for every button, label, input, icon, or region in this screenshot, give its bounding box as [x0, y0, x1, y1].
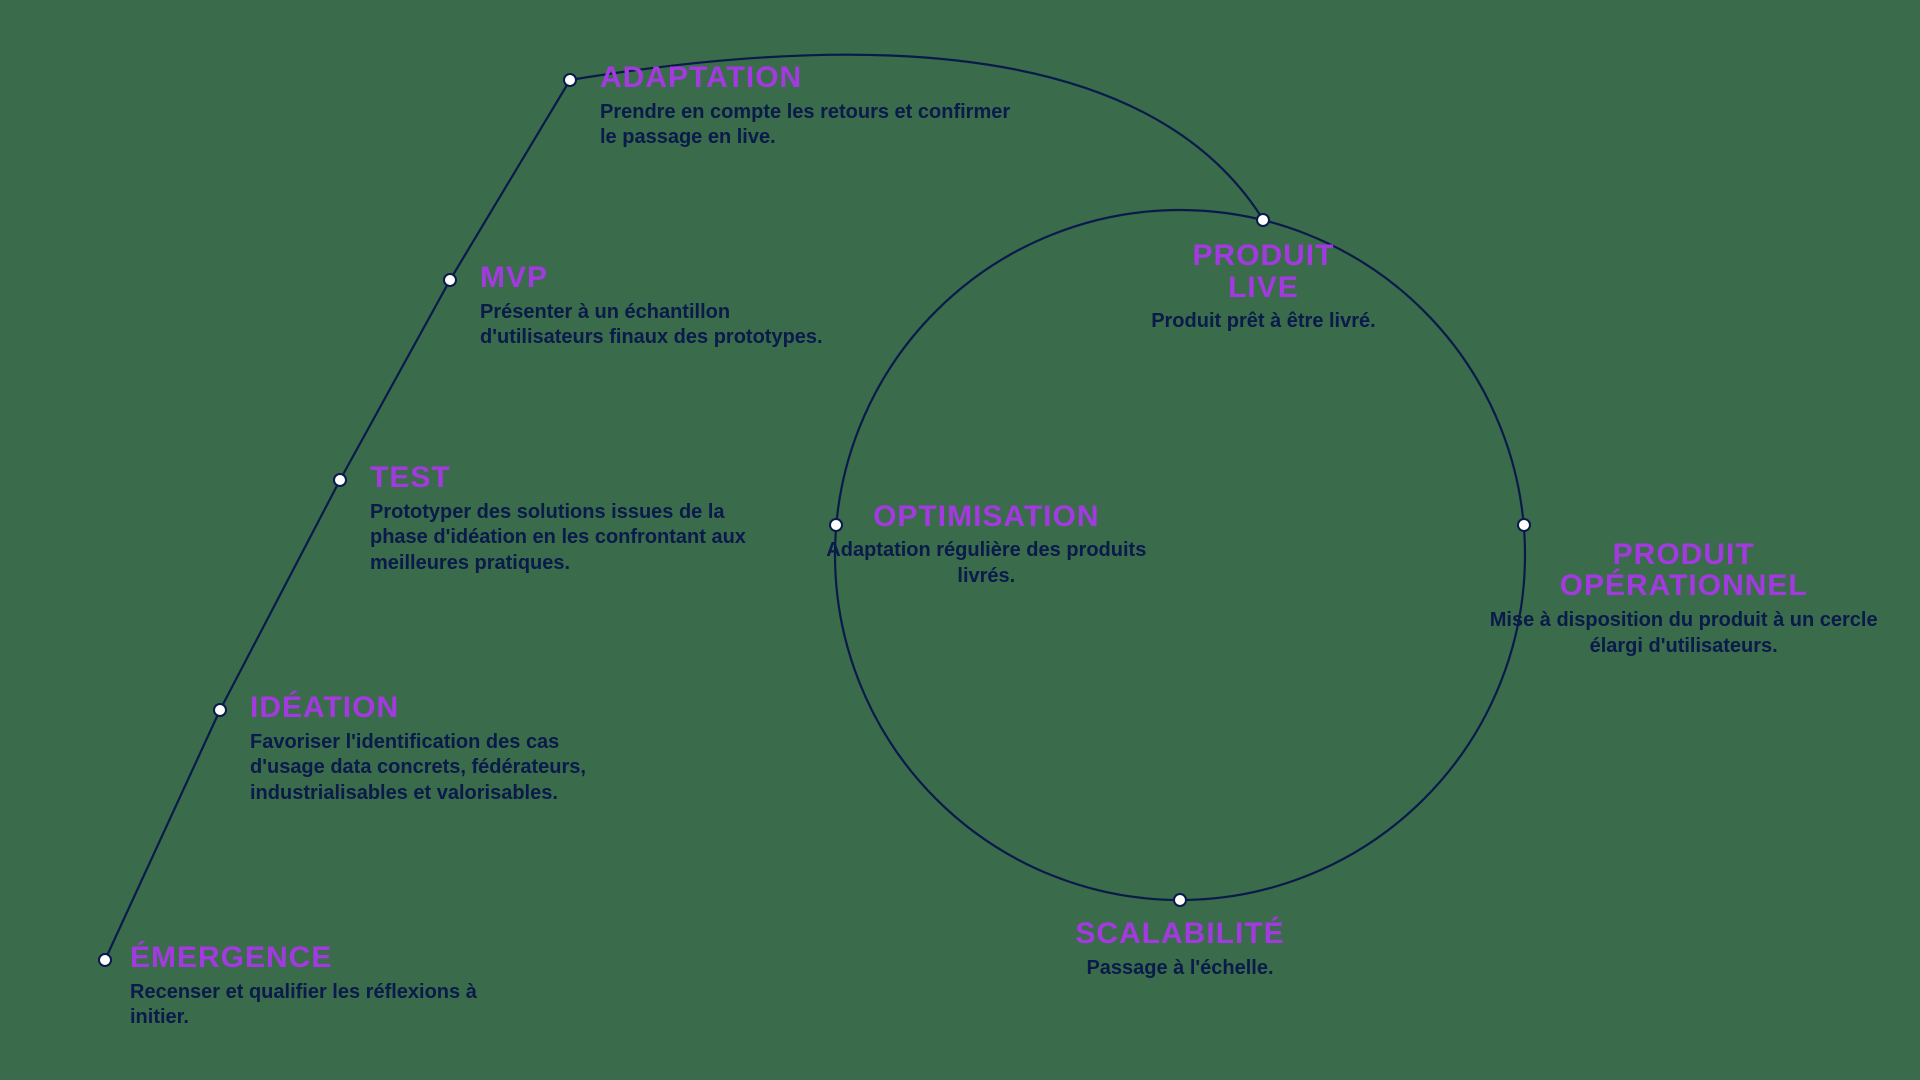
- node-scalabilite: SCALABILITÉ Passage à l'échelle.: [1030, 918, 1330, 981]
- node-desc: Produit prêt à être livré.: [1083, 309, 1443, 335]
- node-title: PRODUITLIVE: [1083, 240, 1443, 303]
- node-title: MVP: [480, 262, 840, 294]
- node-adaptation: ADAPTATION Prendre en compte les retours…: [600, 62, 1020, 151]
- scalabilite-dot: [1173, 893, 1187, 907]
- ideation-dot: [213, 703, 227, 717]
- node-title: IDÉATION: [250, 692, 630, 724]
- produit_live-dot: [1256, 213, 1270, 227]
- node-mvp: MVP Présenter à un échantillon d'utilisa…: [480, 262, 840, 351]
- node-title: OPTIMISATION: [821, 501, 1151, 533]
- adaptation-dot: [563, 73, 577, 87]
- node-title: ADAPTATION: [600, 62, 1020, 94]
- node-desc: Recenser et qualifier les réflexions à i…: [130, 980, 490, 1031]
- node-desc: Prototyper des solutions issues de la ph…: [370, 500, 770, 577]
- diagram-stage: ÉMERGENCE Recenser et qualifier les réfl…: [0, 0, 1920, 1080]
- optimisation-dot: [829, 518, 843, 532]
- node-title: SCALABILITÉ: [1030, 918, 1330, 950]
- node-desc: Favoriser l'identification des cas d'usa…: [250, 730, 630, 807]
- node-produit-live: PRODUITLIVE Produit prêt à être livré.: [1083, 240, 1443, 335]
- node-ideation: IDÉATION Favoriser l'identification des …: [250, 692, 630, 806]
- node-title: TEST: [370, 462, 770, 494]
- node-desc: Passage à l'échelle.: [1030, 956, 1330, 982]
- produit_operationnel-dot: [1517, 518, 1531, 532]
- mvp-dot: [443, 273, 457, 287]
- node-title: PRODUITOPÉRATIONNEL: [1474, 539, 1894, 602]
- test-dot: [333, 473, 347, 487]
- node-desc: Mise à disposition du produit à un cercl…: [1474, 608, 1894, 659]
- node-desc: Prendre en compte les retours et confirm…: [600, 100, 1020, 151]
- node-desc: Présenter à un échantillon d'utilisateur…: [480, 300, 840, 351]
- node-title: ÉMERGENCE: [130, 942, 490, 974]
- node-optimisation: OPTIMISATION Adaptation régulière des pr…: [821, 501, 1151, 590]
- node-test: TEST Prototyper des solutions issues de …: [370, 462, 770, 576]
- node-produit-operationnel: PRODUITOPÉRATIONNEL Mise à disposition d…: [1474, 539, 1894, 659]
- node-desc: Adaptation régulière des produits livrés…: [821, 538, 1151, 589]
- node-emergence: ÉMERGENCE Recenser et qualifier les réfl…: [130, 942, 490, 1031]
- emergence-dot: [98, 953, 112, 967]
